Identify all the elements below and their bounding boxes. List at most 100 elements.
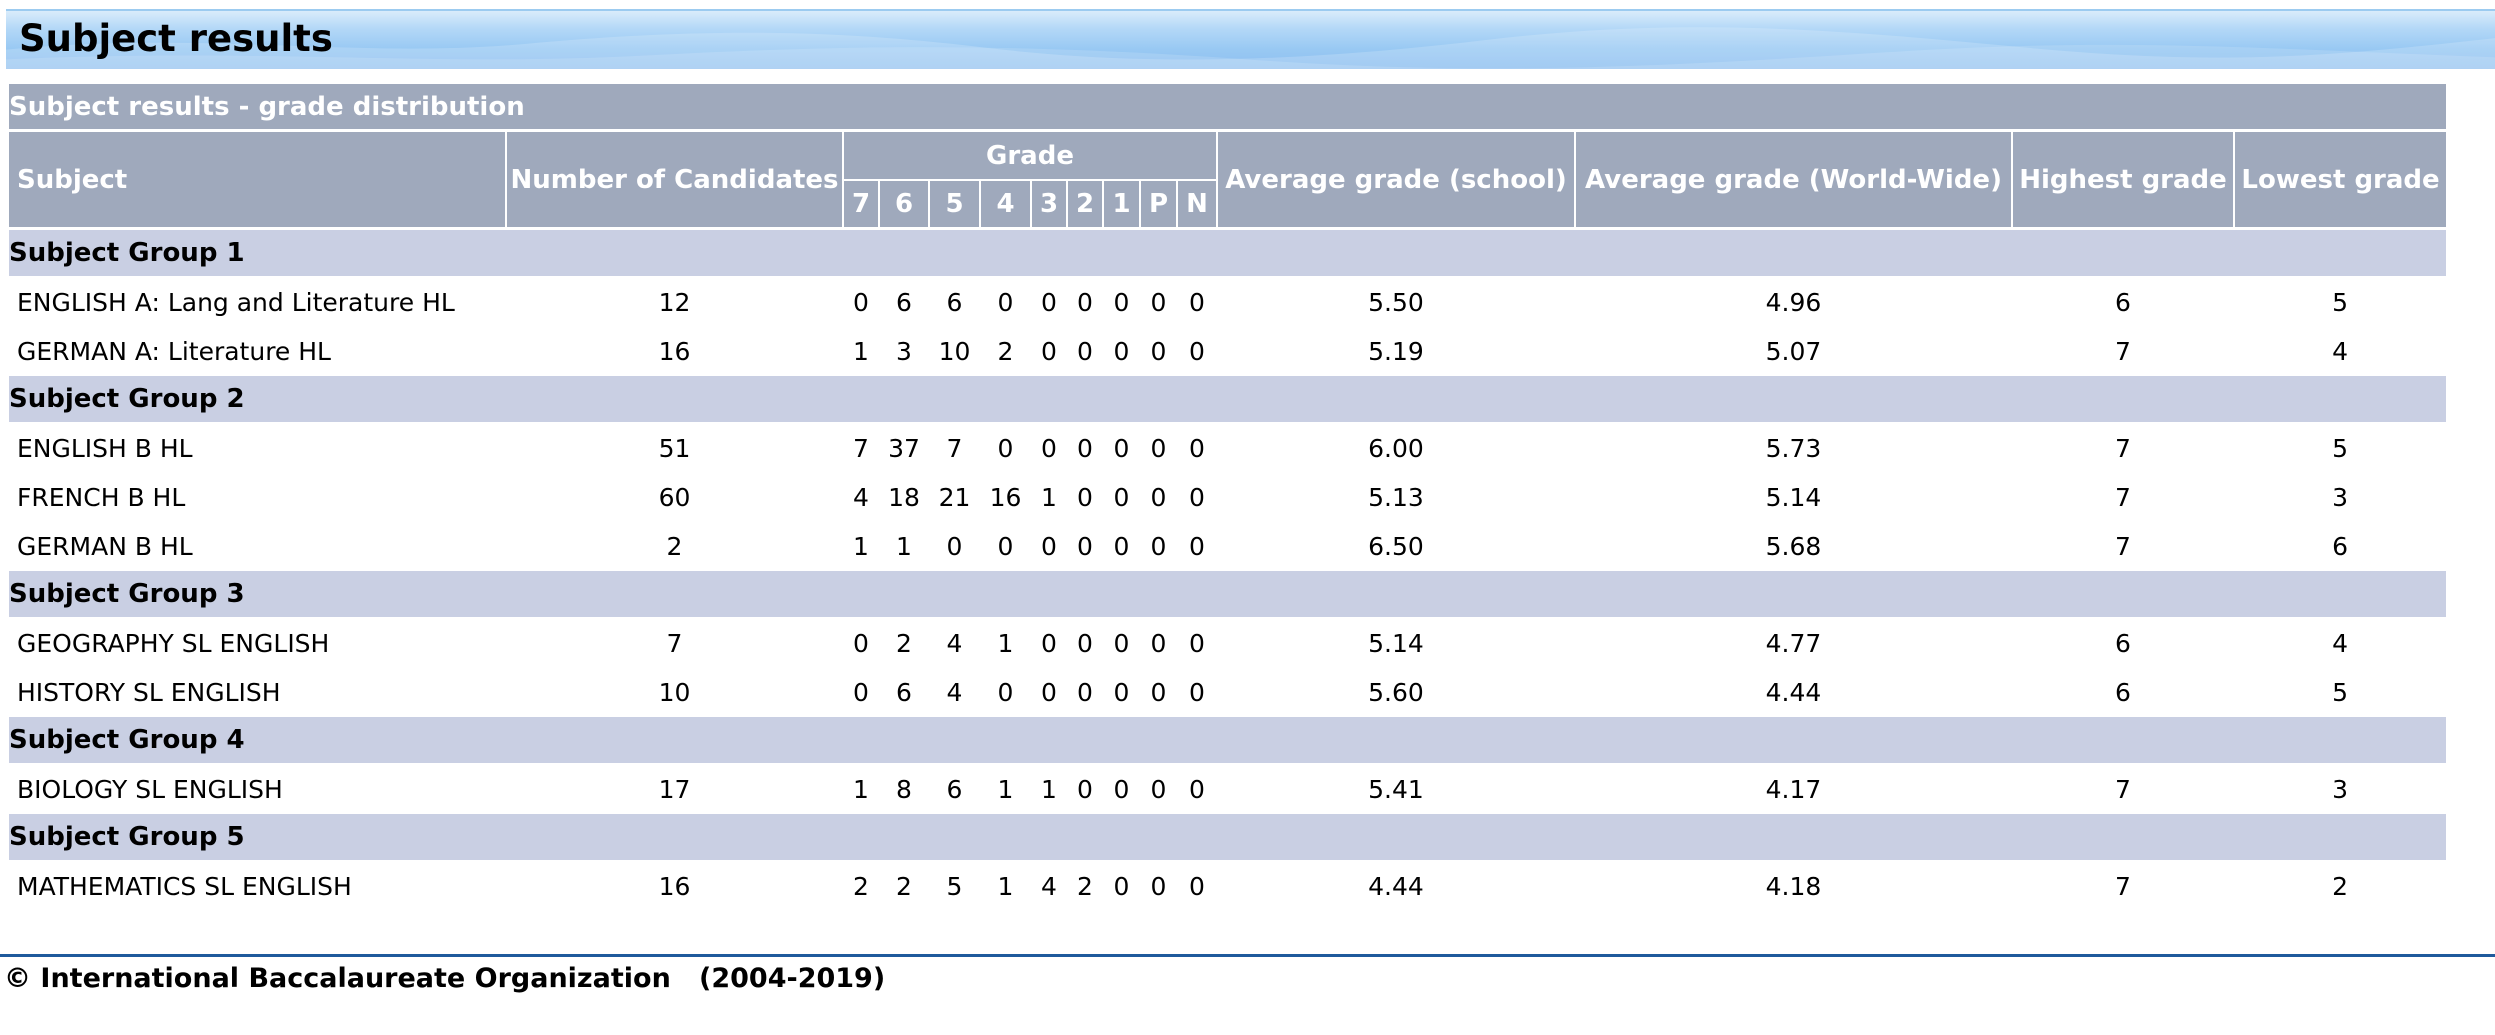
copyright-footer: © International Baccalaureate Organizati…: [4, 963, 886, 994]
subject-name: ENGLISH B HL: [17, 434, 193, 463]
grade-count: 0: [1113, 678, 1130, 707]
average-grade-school: 5.50: [1368, 288, 1424, 317]
grade-count: 0: [1077, 337, 1093, 366]
grade-count: 0: [1077, 629, 1093, 658]
subject-group-label: Subject Group 3: [9, 571, 2447, 619]
candidate-count: 2: [666, 532, 683, 561]
table-caption: Subject results - grade distribution: [9, 84, 2447, 132]
grade-count: 0: [1041, 678, 1057, 707]
grade-count: 0: [1113, 872, 1130, 901]
highest-grade: 7: [2115, 434, 2131, 463]
lowest-grade: 5: [2332, 434, 2348, 463]
subject-group-label: Subject Group 4: [9, 717, 2447, 765]
lowest-grade: 6: [2332, 532, 2348, 561]
grade-count: 0: [1189, 629, 1205, 658]
candidate-count: 16: [658, 872, 691, 901]
grade-count: 0: [1077, 483, 1093, 512]
average-grade-school: 5.19: [1368, 337, 1424, 366]
candidate-count: 51: [658, 434, 691, 463]
lowest-grade: 5: [2332, 678, 2348, 707]
grade-count: 2: [997, 337, 1014, 366]
grade-count: 0: [1041, 629, 1057, 658]
average-grade-school: 5.14: [1368, 629, 1424, 658]
average-grade-world: 4.77: [1765, 629, 1822, 658]
candidate-count: 60: [658, 483, 691, 512]
subject-name: ENGLISH A: Lang and Literature HL: [17, 288, 455, 317]
subject-group-row: Subject Group 3: [9, 571, 2447, 619]
grade-count: 0: [1189, 532, 1205, 561]
header-grade-col: N: [1177, 179, 1218, 229]
average-grade-world: 5.07: [1765, 337, 1822, 366]
lowest-grade: 4: [2332, 337, 2348, 366]
header-grade: Grade: [843, 130, 1218, 180]
grade-count: 8: [896, 775, 912, 804]
grade-count: 1: [853, 775, 869, 804]
grade-count: 4: [946, 629, 963, 658]
header-grade-col: 5: [929, 179, 981, 229]
average-grade-school: 5.13: [1368, 483, 1424, 512]
grade-count: 0: [1189, 288, 1205, 317]
header-grade-col: 6: [879, 179, 930, 229]
average-grade-school: 6.50: [1368, 532, 1424, 561]
grade-count: 1: [997, 629, 1014, 658]
grade-count: 1: [896, 532, 912, 561]
header-avg-school: Average grade (school): [1217, 130, 1576, 229]
grade-count: 4: [1041, 872, 1057, 901]
grade-count: 1: [853, 532, 869, 561]
grade-count: 0: [1077, 434, 1093, 463]
grade-count: 6: [946, 288, 963, 317]
grade-count: 0: [1113, 483, 1130, 512]
grade-count: 37: [888, 434, 920, 463]
grade-count: 0: [997, 288, 1014, 317]
grade-count: 0: [1150, 629, 1167, 658]
highest-grade: 6: [2115, 288, 2131, 317]
highest-grade: 6: [2115, 629, 2131, 658]
subject-group-label: Subject Group 1: [9, 228, 2447, 278]
table-row: HISTORY SL ENGLISH 10 0 6 4 0 0 0 0 0 0 5.60 4.44 6 5: [9, 668, 2446, 717]
average-grade-school: 6.00: [1368, 434, 1424, 463]
banner-clouds-decoration: [6, 27, 2495, 69]
lowest-grade: 2: [2332, 872, 2348, 901]
grade-count: 0: [1077, 775, 1093, 804]
lowest-grade: 3: [2332, 775, 2348, 804]
grade-count: 1: [853, 337, 869, 366]
grade-count: 1: [997, 872, 1014, 901]
title-banner: Subject results: [6, 9, 2495, 69]
header-subject: Subject: [9, 130, 507, 229]
highest-grade: 7: [2115, 872, 2131, 901]
grade-count: 0: [997, 434, 1014, 463]
subject-name: FRENCH B HL: [17, 483, 186, 512]
average-grade-world: 4.96: [1765, 288, 1822, 317]
grade-count: 2: [896, 629, 912, 658]
average-grade-world: 5.73: [1765, 434, 1822, 463]
grade-count: 0: [1189, 434, 1205, 463]
header-grade-col: 1: [1103, 179, 1141, 229]
table-row: GERMAN A: Literature HL 16 1 3 10 2 0 0 0 0 0 5.19 5…: [9, 327, 2446, 376]
grade-count: 0: [1150, 288, 1167, 317]
candidate-count: 10: [658, 678, 691, 707]
grade-count: 1: [1041, 775, 1057, 804]
grade-count: 0: [1113, 775, 1130, 804]
grade-count: 6: [896, 288, 912, 317]
grade-count: 0: [1113, 629, 1130, 658]
grade-count: 7: [946, 434, 963, 463]
grade-count: 1: [997, 775, 1014, 804]
grade-count: 0: [853, 629, 869, 658]
highest-grade: 7: [2115, 483, 2131, 512]
grade-count: 0: [1077, 678, 1093, 707]
header-highest: Highest grade: [2012, 130, 2235, 229]
grade-count: 21: [938, 483, 971, 512]
grade-count: 0: [1113, 288, 1130, 317]
table-row: GERMAN B HL 2 1 1 0 0 0 0 0 0 0 6.50 5.68 7 6: [9, 522, 2446, 571]
header-candidates: Number of Candidates: [506, 130, 844, 229]
subject-name: GEOGRAPHY SL ENGLISH: [17, 629, 330, 658]
subject-group-row: Subject Group 2: [9, 376, 2447, 424]
grade-count: 0: [1041, 532, 1057, 561]
header-grade-col: 3: [1031, 179, 1068, 229]
grade-count: 0: [997, 532, 1014, 561]
grade-count: 7: [853, 434, 869, 463]
grade-count: 4: [946, 678, 963, 707]
subject-group-label: Subject Group 5: [9, 814, 2447, 862]
header-grade-col: 7: [843, 179, 880, 229]
